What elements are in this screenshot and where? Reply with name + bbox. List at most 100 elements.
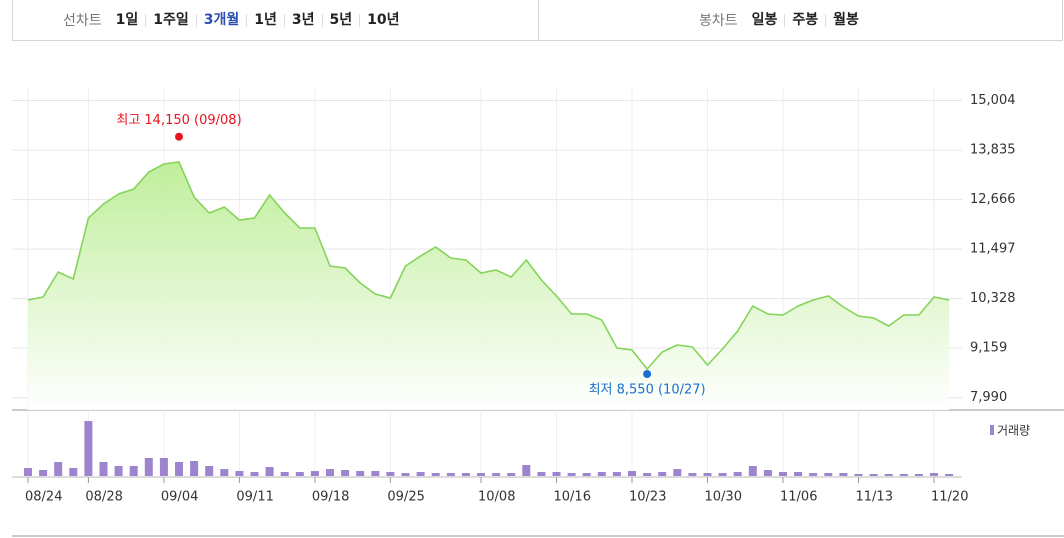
volume-bar	[763, 470, 772, 476]
y-tick-label: 7,990	[970, 390, 1007, 405]
period-tab[interactable]: 5년	[321, 13, 360, 27]
volume-bar	[205, 466, 214, 476]
period-tab[interactable]: 1일	[115, 11, 139, 28]
y-tick-label: 11,497	[970, 242, 1016, 257]
volume-bar	[114, 466, 123, 476]
group-label: 봉차트	[699, 13, 738, 29]
volume-bar	[839, 473, 848, 476]
volume-bar	[809, 473, 818, 476]
volume-bar	[265, 467, 274, 476]
x-tick-label: 10/16	[554, 490, 591, 505]
period-tab[interactable]: 1년	[246, 13, 284, 27]
volume-bar	[733, 472, 742, 476]
x-tick-label: 11/20	[931, 490, 968, 505]
period-tab[interactable]: 1주일	[145, 13, 196, 27]
volume-bar	[69, 468, 78, 476]
candle-chart-tabs: 봉차트 일봉 주봉 월봉	[539, 0, 1062, 40]
volume-bar	[779, 472, 787, 476]
volume-bar	[386, 472, 395, 476]
volume-bar	[144, 458, 153, 476]
volume-bar	[884, 474, 893, 476]
volume-bar	[416, 472, 425, 476]
period-tab[interactable]: 일봉	[751, 11, 778, 28]
volume-bar	[326, 469, 334, 476]
tab-bar: 선차트 1일 1주일 3개월 1년 3년 5년 10년 봉차트 일봉 주봉 월봉	[12, 0, 1063, 41]
y-tick-label: 10,328	[970, 291, 1016, 306]
extreme-label: 최저 8,550 (10/27)	[589, 382, 706, 397]
volume-bar	[431, 473, 440, 476]
y-tick-label: 12,666	[970, 192, 1016, 207]
volume-bar	[461, 473, 470, 476]
volume-bar	[39, 470, 48, 476]
volume-bar	[673, 469, 682, 476]
price-area	[28, 162, 950, 410]
x-tick-label: 08/24	[25, 490, 62, 505]
volume-bar	[582, 473, 591, 476]
volume-bar	[703, 473, 712, 476]
x-tick-label: 09/04	[161, 490, 198, 505]
volume-bar	[612, 472, 621, 476]
legend-label: 거래량	[997, 424, 1030, 438]
volume-bar	[54, 462, 63, 476]
volume-bar	[190, 461, 199, 476]
x-tick-label: 10/08	[478, 490, 515, 505]
volume-bar	[446, 473, 455, 476]
x-tick-label: 09/11	[236, 490, 273, 505]
volume-bar	[628, 471, 636, 476]
volume-bar	[401, 473, 410, 476]
y-tick-label: 13,835	[970, 143, 1016, 158]
volume-bar	[688, 473, 697, 476]
volume-bar	[899, 474, 908, 476]
volume-bar	[356, 471, 365, 476]
volume-bar	[235, 471, 244, 476]
y-tick-label: 15,004	[970, 93, 1016, 108]
period-tab[interactable]: 주봉	[784, 13, 825, 27]
period-tab[interactable]: 월봉	[825, 13, 866, 27]
x-tick-label: 11/13	[856, 490, 893, 505]
volume-bar	[824, 473, 833, 476]
line-chart-tabs: 선차트 1일 1주일 3개월 1년 3년 5년 10년	[13, 0, 539, 40]
volume-bar	[597, 472, 606, 476]
x-tick-label: 10/30	[705, 490, 742, 505]
volume-bar	[280, 472, 289, 476]
volume-bar	[99, 462, 108, 476]
volume-bar	[567, 473, 576, 476]
volume-bar	[718, 473, 727, 476]
volume-bar	[129, 466, 138, 476]
x-tick-label: 09/25	[387, 490, 424, 505]
y-tick-label: 9,159	[970, 341, 1007, 356]
volume-bar	[522, 465, 531, 476]
volume-bar	[537, 472, 546, 476]
group-label: 선차트	[63, 13, 102, 29]
volume-bar	[371, 471, 380, 476]
volume-bar	[794, 472, 803, 476]
volume-bar	[643, 473, 652, 476]
volume-bar	[854, 474, 863, 476]
x-tick-label: 09/18	[312, 490, 349, 505]
volume-bar	[310, 471, 319, 476]
volume-bar	[175, 462, 183, 476]
volume-bar	[658, 472, 667, 476]
period-tab[interactable]: 10년	[359, 13, 406, 27]
volume-bar	[159, 458, 168, 476]
volume-bar	[477, 473, 485, 476]
x-tick-label: 11/06	[780, 490, 817, 505]
volume-bar	[295, 472, 304, 476]
price-line	[27, 161, 950, 371]
period-tab[interactable]: 3개월	[195, 13, 247, 27]
volume-bar	[24, 468, 32, 476]
legend-swatch	[990, 425, 994, 435]
x-tick-label: 08/28	[85, 490, 122, 505]
volume-bar	[250, 472, 259, 476]
volume-bar	[930, 473, 938, 476]
extreme-label: 최고 14,150 (09/08)	[116, 113, 241, 128]
volume-bar	[507, 473, 516, 476]
period-tab[interactable]: 3년	[283, 13, 322, 27]
extreme-marker	[643, 369, 652, 378]
extreme-marker	[175, 132, 183, 141]
volume-bar	[945, 474, 954, 476]
volume-bar	[220, 469, 229, 476]
x-tick-label: 10/23	[629, 490, 666, 505]
